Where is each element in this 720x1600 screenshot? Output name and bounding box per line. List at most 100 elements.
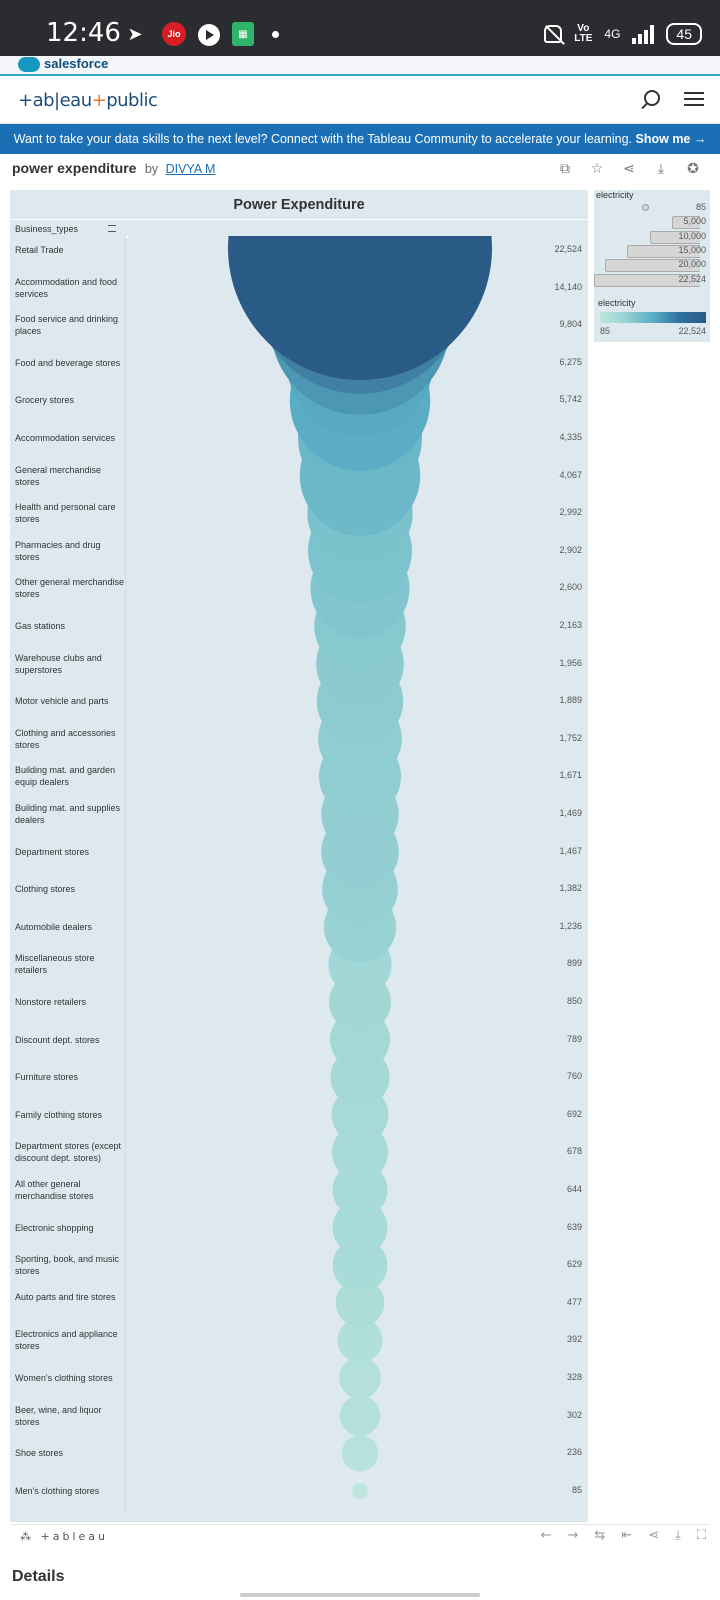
badge-icon[interactable]: ✪ [687, 161, 699, 177]
size-legend-label: 5,000 [683, 216, 706, 227]
play-icon [198, 24, 220, 46]
bubble-mark[interactable] [352, 1482, 368, 1499]
row-label: Beer, wine, and liquor stores [15, 1404, 102, 1427]
hamburger-menu-icon[interactable] [684, 92, 704, 106]
status-bar: 12:46 ➤ Jio ▦ Vo LTE 4G 45 [0, 0, 720, 56]
share-icon[interactable]: ⋖ [623, 161, 635, 177]
data-label: 5,742 [559, 394, 582, 405]
row-label: Grocery stores [15, 395, 75, 406]
row-label: Accommodation and food services [15, 276, 118, 299]
legend-panel: electricity 85 5,000 10,000 15,000 20,000 22,… [594, 190, 710, 342]
row-label: Nonstore retailers [15, 997, 87, 1007]
row-label: Women's clothing stores [15, 1373, 113, 1383]
scroll-indicator[interactable] [240, 1593, 480, 1597]
row-label: Accommodation services [15, 433, 116, 443]
clock: 12:46 [46, 18, 121, 48]
by-label: by [144, 162, 159, 176]
color-gradient-bar [600, 312, 706, 323]
share-toolbar-icon[interactable]: ⋖ [648, 1528, 660, 1543]
data-label: 639 [566, 1221, 582, 1232]
viz-title-row: power expenditure by DIVYA M ⧉ ☆ ⋖ ⤓ ✪ [12, 160, 712, 182]
size-legend-swatch [627, 244, 700, 258]
bubble-mark[interactable] [339, 1357, 381, 1399]
row-label: All other general merchandise stores [15, 1179, 94, 1201]
signal-icon [632, 24, 655, 44]
row-label: Family clothing stores [15, 1109, 103, 1120]
salesforce-cloud-icon [18, 57, 40, 72]
bubble-mark[interactable] [228, 236, 492, 380]
row-label: Clothing stores [15, 884, 76, 895]
size-legend-swatch [605, 259, 700, 273]
salesforce-label[interactable]: salesforce [44, 56, 109, 71]
bubble-mark[interactable] [341, 1435, 379, 1472]
column-header-label: Business_types [15, 224, 79, 234]
row-label: Men's clothing stores [15, 1485, 100, 1496]
telegram-icon: ➤ [127, 23, 143, 44]
copy-icon[interactable]: ⧉ [560, 161, 570, 177]
bubble-chart [228, 236, 492, 1499]
row-label: Sporting, book, and music stores [15, 1254, 120, 1277]
undo-icon[interactable]: ← [540, 1528, 552, 1543]
shopping-bag-icon: ▦ [232, 22, 254, 46]
battery-icon: 45 [666, 23, 702, 45]
reset-icon[interactable]: ⇤ [621, 1528, 633, 1543]
tableau-public-logo[interactable]: +ab|eau+public [18, 90, 158, 111]
data-label: 1,752 [559, 732, 582, 743]
row-label: Warehouse clubs and superstores [15, 652, 102, 675]
size-legend-swatch [642, 204, 649, 211]
row-label: Food service and drinking places [15, 314, 119, 337]
row-label: Building mat. and garden equip dealers [15, 765, 116, 788]
viz-title: power expenditure [12, 160, 137, 176]
bubble-mark[interactable] [335, 1278, 385, 1328]
data-label: 1,382 [559, 883, 582, 894]
author-link[interactable]: DIVYA M [165, 162, 216, 176]
row-label: Motor vehicle and parts [15, 696, 109, 707]
data-label: 1,469 [559, 808, 582, 818]
color-legend-min: 85 [600, 326, 611, 336]
row-label: Clothing and accessories stores [15, 727, 116, 750]
data-label: 4,067 [559, 469, 582, 480]
search-icon[interactable] [644, 90, 660, 106]
size-legend: 85 5,000 10,000 15,000 20,000 22,524 [594, 202, 708, 294]
row-label: Department stores [15, 846, 90, 857]
fullscreen-icon[interactable]: ⛶ [696, 1528, 706, 1543]
data-label: 644 [566, 1184, 582, 1194]
show-me-link[interactable]: Show me → [635, 132, 707, 146]
bubble-mark[interactable] [332, 1237, 388, 1293]
size-legend-label: 22,524 [678, 273, 706, 284]
size-legend-label: 10,000 [678, 230, 706, 241]
tableau-sparkle-icon: ⁂ [20, 1530, 41, 1543]
row-labels: Retail Trade Accommodation and food servi… [10, 236, 126, 1514]
color-legend-max: 22,524 [678, 326, 706, 336]
site-header: +ab|eau+public [0, 76, 720, 124]
bubble-mark[interactable] [337, 1317, 383, 1363]
size-legend-label: 20,000 [678, 259, 706, 270]
tableau-footer-logo[interactable]: ⁂ +ableau [20, 1530, 108, 1543]
chart-area: 22,524 14,140 9,804 6,275 5,742 4,335 4,067 2,9… [128, 236, 588, 1514]
row-label: Miscellaneous store retailers [15, 953, 95, 976]
revert-icon[interactable]: ⇆ [594, 1528, 606, 1543]
redo-icon[interactable]: → [567, 1528, 579, 1543]
data-label: 236 [566, 1447, 582, 1458]
size-legend-label: 15,000 [678, 244, 706, 255]
row-label: Retail Trade [15, 245, 64, 255]
data-label: 692 [566, 1108, 582, 1119]
size-legend-swatch [649, 230, 700, 244]
data-label: 1,956 [559, 657, 582, 668]
row-label: Health and personal care stores [15, 502, 116, 525]
size-legend-swatch [671, 216, 700, 230]
network-type-label: 4G [604, 27, 621, 41]
download-toolbar-icon[interactable]: ⤓ [675, 1528, 681, 1543]
data-label: 899 [566, 958, 582, 969]
data-label: 850 [566, 996, 582, 1006]
sort-icon[interactable] [108, 225, 116, 232]
row-label: Pharmacies and drug stores [15, 539, 101, 562]
favorite-star-icon[interactable]: ☆ [590, 161, 604, 177]
download-icon[interactable]: ⤓ [657, 161, 665, 177]
data-label: 1,236 [559, 920, 582, 931]
data-label: 9,804 [559, 319, 582, 330]
bubble-mark[interactable] [339, 1395, 381, 1436]
data-label: 2,163 [559, 620, 582, 630]
row-label: Gas stations [15, 621, 66, 631]
data-label: 328 [566, 1372, 582, 1382]
